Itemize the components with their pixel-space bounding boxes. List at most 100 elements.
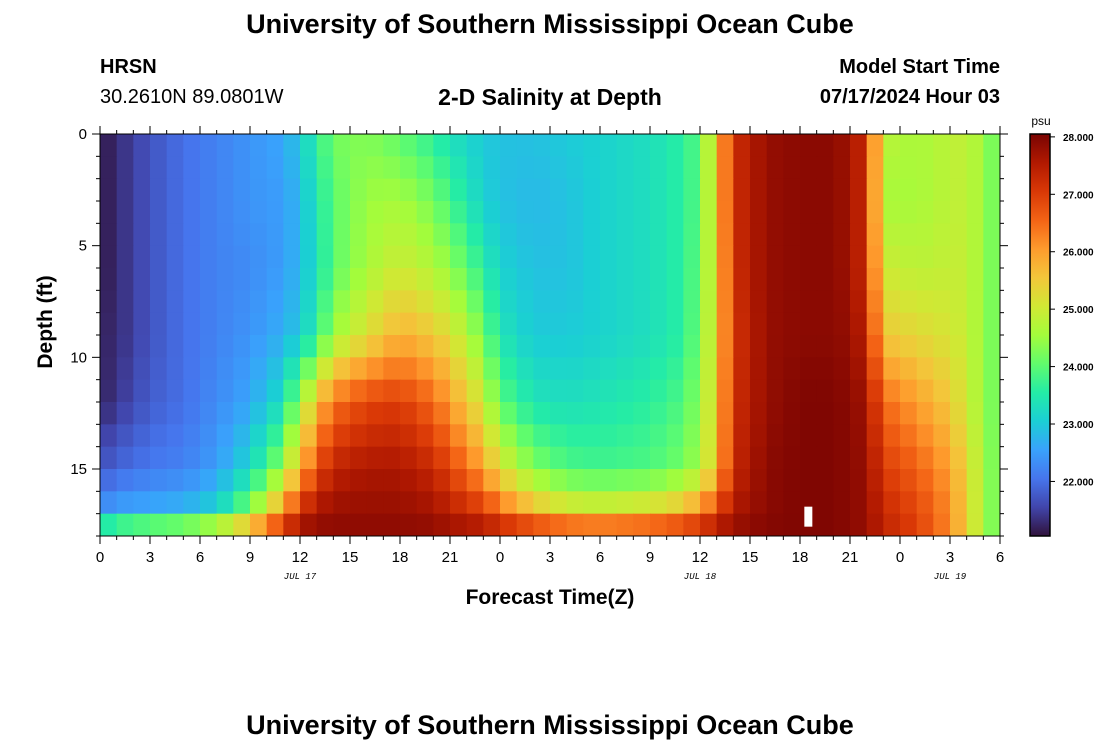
heatmap-cell	[700, 178, 718, 202]
colorbar-tick-label: 27.000	[1063, 190, 1094, 201]
heatmap-cell	[883, 491, 901, 515]
heatmap-cell	[266, 402, 284, 425]
chart-subtitle: 2-D Salinity at Depth	[438, 84, 662, 110]
heatmap-cell	[100, 290, 118, 314]
heatmap-cell	[566, 469, 584, 492]
heatmap-cell	[983, 201, 1000, 224]
heatmap-cell	[666, 424, 684, 448]
heatmap-cell	[333, 513, 351, 536]
heatmap-cell	[233, 178, 251, 202]
heatmap-cell	[416, 446, 434, 470]
heatmap-cell	[833, 201, 851, 224]
heatmap-cell	[283, 290, 301, 314]
heatmap-cell	[600, 402, 618, 425]
heatmap-cell	[166, 178, 184, 202]
heatmap-cell	[500, 379, 518, 403]
heatmap-cell	[500, 424, 518, 448]
heatmap-cell	[583, 491, 601, 515]
heatmap-cell	[850, 134, 868, 157]
heatmap-cell	[433, 469, 451, 492]
x-tick-label: 6	[196, 549, 204, 566]
heatmap-cell	[166, 223, 184, 247]
heatmap-cell	[266, 312, 284, 336]
heatmap-cell	[266, 223, 284, 247]
heatmap-cell	[316, 446, 334, 470]
heatmap-cell	[616, 357, 634, 381]
heatmap-cell	[966, 513, 984, 536]
heatmap-cell	[466, 379, 484, 403]
heatmap-cell	[716, 357, 734, 381]
x-tick-label: 0	[496, 549, 504, 566]
heatmap-cell	[216, 469, 234, 492]
heatmap-cell	[733, 491, 751, 515]
heatmap-cell	[783, 156, 801, 180]
heatmap-cell	[983, 446, 1000, 470]
heatmap-cell	[983, 424, 1000, 448]
heatmap-cell	[666, 178, 684, 202]
heatmap-cell	[133, 424, 151, 448]
heatmap-cell	[766, 491, 784, 515]
heatmap-cell	[566, 156, 584, 180]
x-tick-label: 21	[442, 549, 459, 566]
heatmap-cell	[116, 469, 134, 492]
heatmap-cell	[550, 513, 568, 536]
heatmap-cell	[383, 290, 401, 314]
x-tick-label: 0	[96, 549, 104, 566]
heatmap-cell	[183, 134, 201, 157]
heatmap-cell	[450, 223, 468, 247]
heatmap-cell	[183, 245, 201, 269]
heatmap-cell	[716, 379, 734, 403]
heatmap-cell	[533, 491, 551, 515]
heatmap-cell	[933, 513, 951, 536]
heatmap-cell	[416, 245, 434, 269]
heatmap-cell	[750, 513, 768, 536]
heatmap-cell	[483, 312, 501, 336]
heatmap-cell	[750, 290, 768, 314]
heatmap-cell	[683, 402, 701, 425]
heatmap-cell	[283, 402, 301, 425]
heatmap-cell	[800, 379, 818, 403]
heatmap-cell	[683, 268, 701, 291]
heatmap-cell	[116, 446, 134, 470]
heatmap-cell	[700, 201, 718, 224]
heatmap-cell	[300, 156, 318, 180]
heatmap-cell	[383, 178, 401, 202]
date-label: JUL 18	[684, 572, 717, 582]
heatmap-cell	[950, 513, 968, 536]
heatmap-cell	[700, 335, 718, 358]
heatmap-cell	[816, 357, 834, 381]
heatmap-cell	[150, 357, 168, 381]
heatmap-cell	[216, 357, 234, 381]
heatmap-cell	[783, 469, 801, 492]
heatmap-cell	[816, 513, 834, 536]
heatmap-cell	[800, 245, 818, 269]
heatmap-cell	[483, 357, 501, 381]
heatmap-cell	[350, 312, 368, 336]
heatmap-cell	[683, 178, 701, 202]
heatmap-cell	[333, 156, 351, 180]
heatmap-cell	[683, 335, 701, 358]
x-axis-label: Forecast Time(Z)	[466, 586, 635, 609]
heatmap-cell	[250, 178, 268, 202]
x-tick-label: 12	[292, 549, 309, 566]
heatmap-cell	[850, 402, 868, 425]
heatmap-cell	[200, 469, 218, 492]
heatmap-cell	[833, 290, 851, 314]
heatmap-cell	[383, 379, 401, 403]
heatmap-cell	[550, 446, 568, 470]
heatmap-cell	[116, 268, 134, 291]
heatmap-cells	[100, 134, 1000, 536]
heatmap-cell	[483, 446, 501, 470]
heatmap-cell	[850, 469, 868, 492]
heatmap-cell	[600, 335, 618, 358]
heatmap-cell	[983, 513, 1000, 536]
heatmap-cell	[633, 178, 651, 202]
heatmap-cell	[583, 357, 601, 381]
heatmap-cell	[816, 201, 834, 224]
heatmap-cell	[350, 134, 368, 157]
heatmap-cell	[233, 357, 251, 381]
heatmap-cell	[516, 201, 534, 224]
heatmap-cell	[416, 379, 434, 403]
station-name: HRSN	[100, 56, 157, 78]
heatmap-cell	[950, 469, 968, 492]
